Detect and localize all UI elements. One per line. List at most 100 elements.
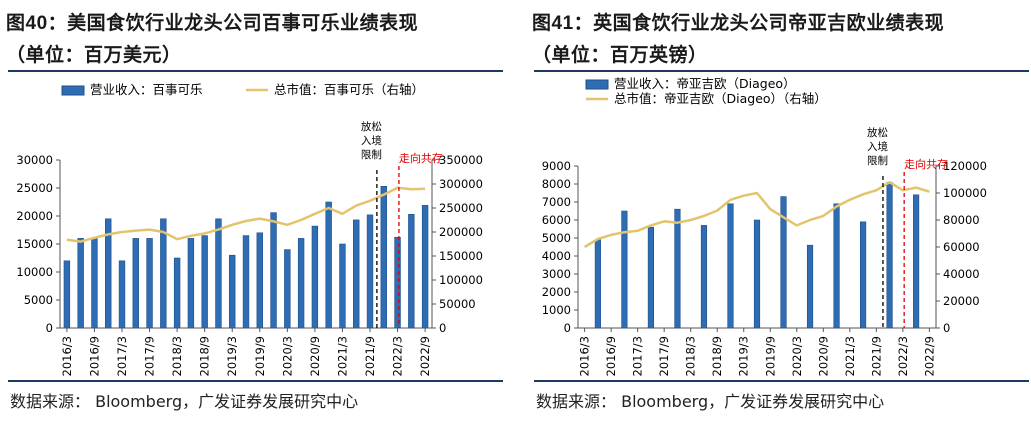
chart-title: 图41：英国食饮行业龙头公司帝亚吉欧业绩表现: [532, 8, 944, 35]
x-tick-label: 2018/3: [170, 336, 184, 376]
bar: [859, 221, 867, 329]
bottom-rule: [534, 380, 1029, 382]
y2-tick-label: 300000: [439, 177, 483, 191]
x-tick-label: 2019/3: [737, 336, 751, 376]
y-tick-label: 3000: [542, 267, 571, 281]
legend-line-label: 总市值：帝亚吉欧（Diageo）（右轴）: [614, 91, 827, 106]
x-tick-label: 2022/9: [418, 336, 432, 376]
chart-subtitle: （单位：百万英镑）: [532, 44, 708, 66]
y2-tick-label: 100000: [943, 186, 987, 200]
title-text: ：英国食饮行业龙头公司帝亚吉欧业绩表现: [573, 12, 945, 34]
x-tick-label: 2020/9: [816, 336, 830, 376]
y2-tick-label: 80000: [943, 213, 980, 227]
bar: [229, 254, 236, 329]
y-tick-label: 5000: [24, 293, 53, 307]
legend-bar-label: 营业收入：帝亚吉欧（Diageo）: [614, 76, 796, 91]
y-tick-label: 7000: [542, 195, 571, 209]
y-tick-label: 6000: [542, 213, 571, 227]
legend-line-label: 总市值：百事可乐（右轴）: [274, 82, 424, 97]
x-tick-label: 2018/9: [710, 336, 724, 376]
y-tick-label: 25000: [16, 181, 53, 195]
bar: [311, 225, 319, 329]
x-tick-label: 2019/3: [225, 336, 239, 376]
coexist-label: 走向共存: [904, 157, 948, 171]
bar: [284, 249, 291, 329]
bar: [118, 260, 126, 329]
bar: [700, 225, 708, 329]
title-number: 40: [25, 13, 48, 34]
y2-tick-label: 250000: [439, 201, 483, 215]
bar: [325, 201, 332, 329]
x-tick-label: 2021/3: [335, 336, 349, 376]
bar: [647, 226, 655, 329]
y2-tick-label: 350000: [439, 153, 483, 167]
x-tick-label: 2022/9: [922, 336, 936, 376]
bar: [913, 194, 920, 329]
bar: [77, 238, 84, 329]
bar: [353, 219, 360, 329]
top-rule: [534, 70, 1029, 72]
x-tick-label: 2016/3: [578, 336, 592, 376]
x-tick-label: 2019/9: [253, 336, 267, 376]
y-tick-label: 5000: [542, 231, 571, 245]
y2-tick-label: 20000: [943, 294, 980, 308]
bar: [91, 238, 98, 329]
bar: [256, 232, 263, 329]
chart-canvas: 营业收入：帝亚吉欧（Diageo）总市值：帝亚吉欧（Diageo）（右轴） 0 10…: [542, 76, 987, 376]
x-tick-label: 2018/9: [198, 336, 212, 376]
bar: [160, 218, 167, 329]
y-tick-label: 15000: [16, 237, 53, 251]
x-tick-label: 2016/9: [604, 336, 618, 376]
x-tick-label: 2017/9: [143, 336, 157, 376]
bar: [173, 257, 181, 329]
y-tick-label: 2000: [542, 285, 571, 299]
bottom-rule: [8, 380, 503, 382]
coexist-label: 走向共存: [399, 151, 443, 165]
bar: [242, 235, 250, 329]
bar: [215, 218, 222, 329]
title-prefix: 图: [532, 12, 552, 34]
x-tick-label: 2021/9: [869, 336, 883, 376]
bar: [132, 238, 139, 329]
reopen-label: 限制: [867, 154, 888, 167]
y-tick-label: 30000: [16, 153, 53, 167]
legend-bar-swatch: [61, 85, 85, 96]
y-tick-label: 0: [564, 321, 571, 335]
bar: [421, 205, 429, 329]
reopen-label: 入境: [867, 140, 888, 153]
bar: [621, 210, 628, 329]
source-note: 数据来源： Bloomberg，广发证券发展研究中心: [10, 392, 359, 411]
reopen-label: 放松: [361, 120, 382, 133]
chart-title: 图40：美国食饮行业龙头公司百事可乐业绩表现: [6, 8, 418, 35]
bar: [339, 243, 346, 329]
x-tick-label: 2019/9: [763, 336, 777, 376]
top-rule: [8, 70, 503, 72]
y2-tick-label: 120000: [943, 159, 987, 173]
y2-tick-label: 100000: [439, 273, 483, 287]
reopen-label: 放松: [867, 126, 888, 139]
y2-tick-label: 150000: [439, 249, 483, 263]
x-tick-label: 2016/9: [87, 336, 101, 376]
title-number: 41: [551, 13, 574, 34]
source-note: 数据来源： Bloomberg，广发证券发展研究中心: [536, 392, 885, 411]
bar: [187, 238, 195, 329]
y2-tick-label: 50000: [439, 297, 476, 311]
x-tick-label: 2022/3: [896, 336, 910, 376]
y-tick-label: 1000: [542, 303, 571, 317]
bar: [780, 196, 787, 329]
x-tick-label: 2020/9: [308, 336, 322, 376]
bar: [380, 186, 387, 329]
x-tick-label: 2022/3: [391, 336, 405, 376]
chart-canvas: 营业收入：百事可乐 总市值：百事可乐（右轴） 0 5000 10000 15000 2000…: [16, 82, 483, 376]
chart-panel-pepsico: 图40：美国食饮行业龙头公司百事可乐业绩表现 （单位：百万美元） 营业收入：百事…: [0, 0, 505, 421]
bar: [886, 181, 893, 329]
bar: [297, 238, 305, 329]
chart-subtitle: （单位：百万美元）: [6, 44, 182, 66]
y2-tick-label: 200000: [439, 225, 483, 239]
bar: [201, 235, 208, 329]
bar: [753, 219, 761, 329]
bar: [146, 238, 153, 329]
bar: [366, 214, 374, 329]
bar: [806, 244, 814, 329]
y-tick-label: 10000: [16, 265, 53, 279]
